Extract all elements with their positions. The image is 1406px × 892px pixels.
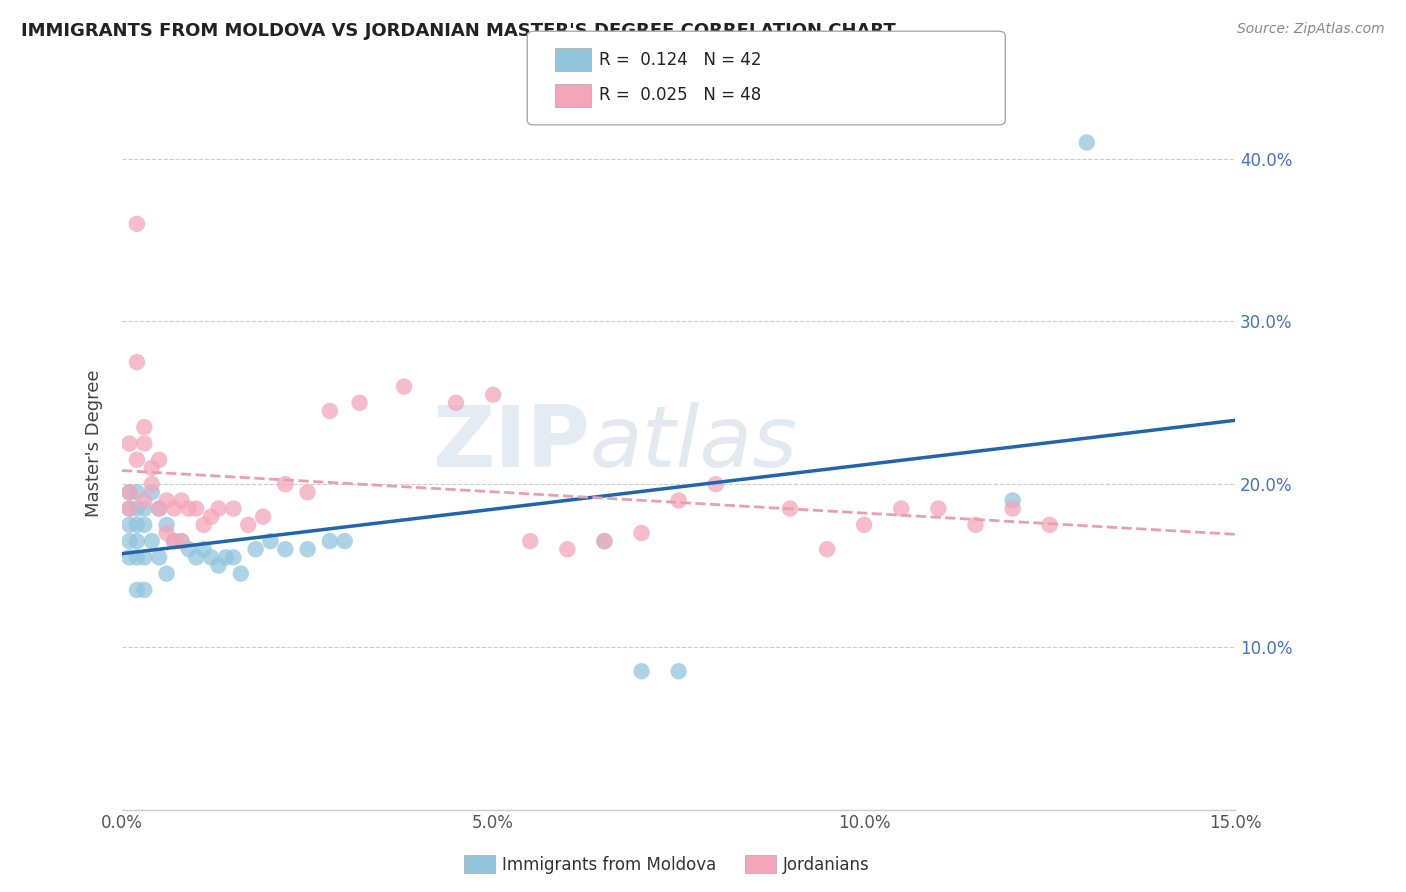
Point	[593, 534, 616, 549]
Point	[193, 542, 215, 557]
Point	[215, 550, 238, 565]
Point	[155, 517, 177, 532]
Point	[148, 501, 170, 516]
Point	[118, 517, 141, 532]
Point	[222, 550, 245, 565]
Point	[125, 355, 148, 369]
Point	[134, 493, 156, 508]
Point	[141, 477, 163, 491]
Point	[134, 420, 156, 434]
Point	[274, 477, 297, 491]
Point	[274, 542, 297, 557]
Point	[229, 566, 252, 581]
Point	[193, 517, 215, 532]
Point	[118, 501, 141, 516]
Point	[118, 501, 141, 516]
Point	[118, 485, 141, 500]
Point	[593, 534, 616, 549]
Point	[853, 517, 876, 532]
Point	[1001, 501, 1024, 516]
Point	[163, 501, 186, 516]
Text: Immigrants from Moldova: Immigrants from Moldova	[502, 856, 716, 874]
Text: atlas: atlas	[589, 402, 797, 485]
Point	[125, 485, 148, 500]
Point	[163, 534, 186, 549]
Text: Source: ZipAtlas.com: Source: ZipAtlas.com	[1237, 22, 1385, 37]
Point	[155, 525, 177, 540]
Point	[141, 485, 163, 500]
Point	[704, 477, 727, 491]
Text: ZIP: ZIP	[432, 402, 589, 485]
Point	[890, 501, 912, 516]
Point	[134, 582, 156, 597]
Point	[125, 582, 148, 597]
Point	[186, 550, 208, 565]
Point	[200, 509, 222, 524]
Point	[245, 542, 267, 557]
Point	[222, 501, 245, 516]
Point	[519, 534, 541, 549]
Point	[125, 217, 148, 231]
Point	[170, 534, 193, 549]
Point	[1001, 493, 1024, 508]
Point	[555, 542, 578, 557]
Point	[125, 452, 148, 467]
Point	[118, 534, 141, 549]
Point	[297, 485, 319, 500]
Point	[965, 517, 987, 532]
Point	[630, 525, 652, 540]
Point	[392, 379, 415, 393]
Point	[118, 485, 141, 500]
Point	[319, 404, 342, 418]
Point	[155, 566, 177, 581]
Point	[163, 534, 186, 549]
Point	[148, 501, 170, 516]
Point	[349, 396, 371, 410]
Point	[297, 542, 319, 557]
Point	[170, 534, 193, 549]
Point	[125, 501, 148, 516]
Point	[927, 501, 949, 516]
Text: Jordanians: Jordanians	[783, 856, 870, 874]
Point	[207, 501, 229, 516]
Point	[630, 665, 652, 679]
Point	[134, 501, 156, 516]
Point	[200, 550, 222, 565]
Y-axis label: Master's Degree: Master's Degree	[86, 370, 103, 517]
Point	[155, 493, 177, 508]
Point	[118, 550, 141, 565]
Point	[668, 493, 690, 508]
Point	[170, 493, 193, 508]
Point	[125, 534, 148, 549]
Point	[125, 550, 148, 565]
Point	[134, 517, 156, 532]
Point	[444, 396, 467, 410]
Point	[186, 501, 208, 516]
Point	[333, 534, 356, 549]
Point	[148, 452, 170, 467]
Point	[1039, 517, 1062, 532]
Point	[141, 461, 163, 475]
Point	[668, 665, 690, 679]
Point	[779, 501, 801, 516]
Point	[207, 558, 229, 573]
Point	[815, 542, 838, 557]
Text: R =  0.025   N = 48: R = 0.025 N = 48	[599, 87, 761, 104]
Text: R =  0.124   N = 42: R = 0.124 N = 42	[599, 51, 762, 69]
Point	[177, 542, 200, 557]
Point	[134, 550, 156, 565]
Point	[148, 550, 170, 565]
Point	[482, 387, 505, 401]
Point	[118, 436, 141, 450]
Point	[319, 534, 342, 549]
Point	[238, 517, 260, 532]
Point	[259, 534, 281, 549]
Point	[177, 501, 200, 516]
Point	[125, 517, 148, 532]
Point	[134, 436, 156, 450]
Point	[252, 509, 274, 524]
Point	[1076, 136, 1098, 150]
Point	[141, 534, 163, 549]
Text: IMMIGRANTS FROM MOLDOVA VS JORDANIAN MASTER'S DEGREE CORRELATION CHART: IMMIGRANTS FROM MOLDOVA VS JORDANIAN MAS…	[21, 22, 896, 40]
